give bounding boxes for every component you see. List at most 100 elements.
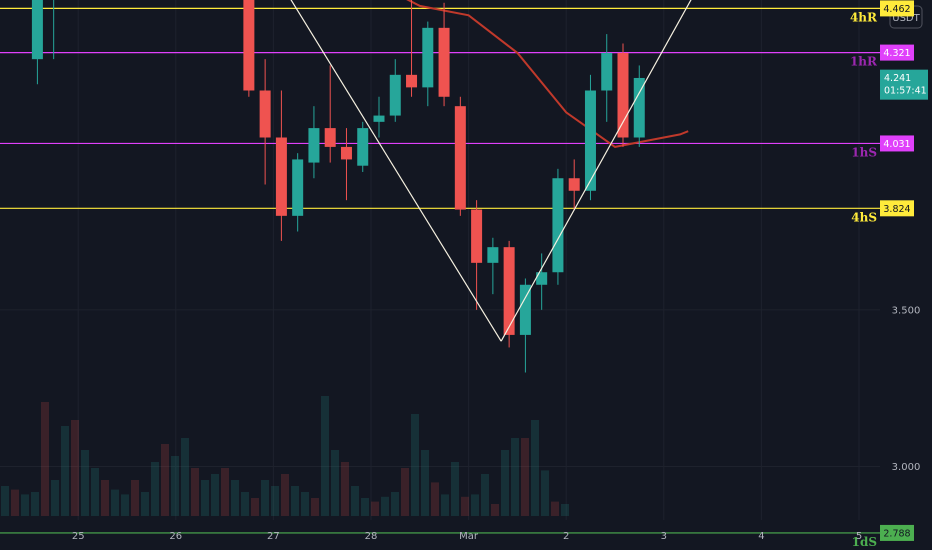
price-tag-1hr: [880, 44, 914, 61]
level-name-1ds: 1dS: [852, 535, 877, 549]
volume-bar: [341, 462, 349, 516]
candle-up: [357, 128, 369, 166]
price-tags-layer: 4.462 4.321 4.031 3.824 2.788 4.241 01:57:41: [880, 0, 928, 541]
volume-bar: [501, 450, 509, 516]
price-tag-value-1hs: 4.031: [883, 139, 910, 150]
price-tag-value-4hs: 3.824: [883, 204, 910, 215]
time-tick-label: 3: [661, 531, 667, 542]
candle-down: [568, 178, 580, 191]
time-tick-label: 27: [267, 531, 280, 542]
volume-bar: [181, 438, 189, 516]
time-tick-label: 2: [563, 531, 569, 542]
volume-bar: [441, 494, 449, 516]
trendline-1: [290, 0, 502, 342]
candle-up: [373, 115, 385, 122]
volume-bar: [41, 402, 49, 516]
volume-bar: [331, 450, 339, 516]
level-name-4hr: 4hR: [850, 10, 878, 24]
volume-bar: [421, 450, 429, 516]
volume-bar: [451, 462, 459, 516]
volume-bar: [21, 494, 29, 516]
volume-bar: [521, 438, 529, 516]
level-name-1hr: 1hR: [850, 55, 878, 69]
candle-up: [31, 0, 43, 60]
last-price-value: 4.241: [884, 73, 911, 84]
price-tag-4hr: [880, 0, 914, 17]
candle-down: [617, 52, 629, 138]
candle-up: [487, 247, 499, 263]
volume-bar: [201, 480, 209, 516]
candle-up: [308, 128, 320, 163]
volume-bar: [131, 480, 139, 516]
grid: [0, 0, 880, 520]
volume-bar: [271, 486, 279, 516]
level-name-1hs: 1hS: [851, 145, 877, 159]
volume-bar: [151, 462, 159, 516]
volume-bar: [71, 420, 79, 516]
candle-up: [422, 27, 434, 88]
time-tick-label: Mar: [459, 531, 479, 542]
candles-layer: [31, 0, 645, 373]
volume-bar: [351, 486, 359, 516]
volume-bar: [231, 480, 239, 516]
candle-up: [536, 272, 548, 285]
price-tag-value-1hr: 4.321: [883, 48, 910, 59]
time-tick-label: 4: [758, 531, 764, 542]
volume-bar: [471, 494, 479, 516]
volume-bar: [281, 474, 289, 516]
volume-bar: [411, 414, 419, 516]
volume-bar: [211, 474, 219, 516]
volume-bar: [491, 504, 499, 516]
time-tick-label: 25: [72, 531, 85, 542]
candle-up: [552, 178, 564, 273]
moving-average-layer: [406, 0, 689, 148]
volume-bar: [551, 501, 559, 516]
level-name-4hs: 4hS: [851, 210, 877, 224]
candle-down: [406, 74, 418, 88]
volume-bar: [481, 474, 489, 516]
volume-bar: [161, 444, 169, 516]
candle-down: [243, 0, 255, 91]
volume-bar: [541, 470, 549, 516]
volume-bar: [391, 492, 399, 516]
price-tag-1hs: [880, 135, 914, 152]
volume-bar: [81, 450, 89, 516]
volume-bar: [111, 489, 119, 516]
candle-down: [503, 247, 515, 335]
volume-bar: [261, 480, 269, 516]
volume-bar: [561, 504, 569, 516]
volume-bar: [91, 468, 99, 516]
candle-down: [454, 106, 466, 210]
candle-down: [340, 146, 352, 160]
volume-bar: [431, 482, 439, 516]
candle-down: [324, 128, 336, 147]
volume-bar: [291, 486, 299, 516]
moving-average-line: [406, 0, 689, 148]
price-tag-1ds: [880, 524, 914, 541]
time-tick-label: 5: [856, 531, 862, 542]
volume-bar: [241, 492, 249, 516]
volume-bar: [51, 480, 59, 516]
volume-bar: [371, 501, 379, 516]
trendlines-layer: [290, 0, 692, 342]
candle-up: [292, 159, 304, 216]
volume-bar: [101, 480, 109, 516]
candle-down: [275, 137, 287, 216]
price-tag-4hs: [880, 200, 914, 217]
time-axis[interactable]: 25 26 27 28 Mar 2 3 4 5: [72, 531, 862, 542]
candle-up: [389, 74, 401, 116]
price-tick-label: 3.000: [892, 462, 921, 473]
price-tick-label: 3.500: [892, 305, 921, 316]
candle-up: [584, 90, 596, 191]
time-tick-label: 26: [169, 531, 182, 542]
candle-up: [633, 77, 645, 138]
volume-bar: [461, 496, 469, 516]
trendline-2: [500, 0, 692, 342]
candle-up: [519, 284, 531, 335]
candle-down: [259, 90, 271, 138]
volume-bar: [311, 498, 319, 516]
volume-bar: [61, 426, 69, 516]
volume-bar: [121, 494, 129, 516]
